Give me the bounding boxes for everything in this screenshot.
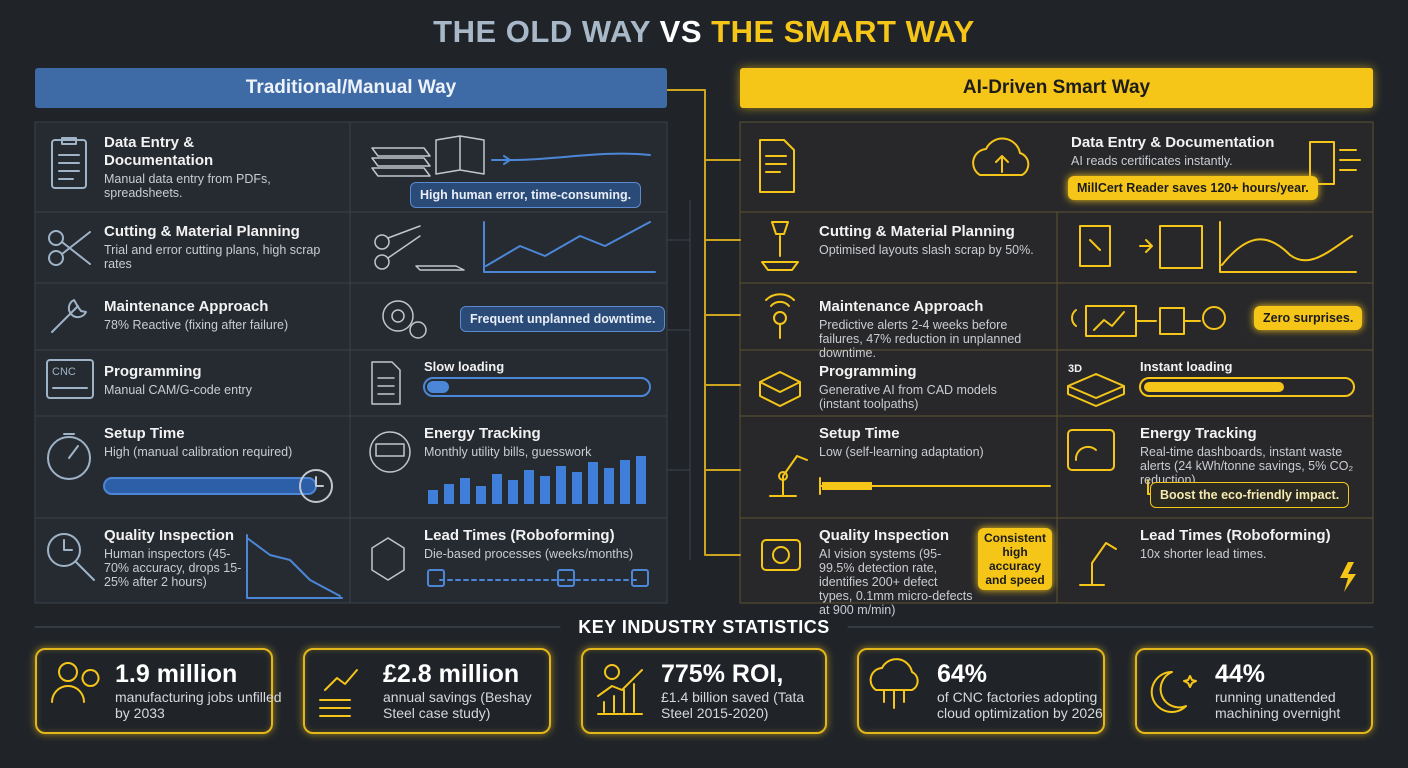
cell-block: Programming Manual CAM/G-code entry: [104, 363, 334, 397]
cell-text: Die-based processes (weeks/months): [424, 547, 634, 561]
cell-text: Predictive alerts 2-4 weeks before failu…: [819, 318, 1022, 360]
cell-title: Lead Times (Roboforming): [424, 527, 615, 544]
cell-block: Cutting & Material Planning Trial and err…: [104, 223, 339, 271]
icon-label: CNC: [52, 366, 76, 378]
cell-block: Lead Times (Roboforming) Die-based proces…: [424, 527, 656, 561]
cell-block: Cutting & Material Planning Optimised lay…: [819, 223, 1049, 257]
right-header: AI-Driven Smart Way: [740, 68, 1373, 108]
stat-value: £2.8 million: [383, 660, 520, 688]
cell-text: Low (self-learning adaptation): [819, 445, 984, 459]
cell-text: Trial and error cutting plans, high scra…: [104, 243, 321, 271]
header-text: AI-Driven Smart Way: [962, 77, 1151, 98]
main-title: THE OLD WAY VS THE SMART WAY: [0, 14, 1408, 50]
cell-text: Manual data entry from PDFs, spreadsheet…: [104, 172, 271, 200]
cell-title: Energy Tracking: [424, 425, 541, 442]
callout: Zero surprises.: [1254, 306, 1363, 330]
stat-body: 775% ROI, £1.4 billion saved (Tata Steel …: [661, 660, 831, 721]
cell-block: Energy Tracking Real-time dashboards, ins…: [1140, 425, 1372, 487]
cell-block: Maintenance Approach 78% Reactive (fixing…: [104, 298, 339, 332]
stat-body: 64% of CNC factories adopting cloud optim…: [937, 660, 1107, 721]
stat-value: 775% ROI,: [661, 660, 784, 688]
cell-title: Programming: [819, 363, 917, 380]
cell-text: Manual CAM/G-code entry: [104, 383, 252, 397]
cell-block: Quality Inspection AI vision systems (95-…: [819, 527, 974, 617]
stat-text: running unattended machining overnight: [1215, 689, 1341, 721]
callout: Instant loading: [1140, 359, 1233, 374]
stat-body: £2.8 million annual savings (Beshay Steel…: [383, 660, 553, 721]
stat-value: 64%: [937, 660, 988, 688]
cell-text: Optimised layouts slash scrap by 50%.: [819, 243, 1034, 257]
cell-title: Quality Inspection: [104, 527, 235, 544]
stat-card: 44% running unattended machining overnigh…: [1135, 648, 1373, 734]
cell-title: Programming: [104, 363, 202, 380]
cell-block: Data Entry & Documentation Manual data en…: [104, 134, 304, 200]
stat-text: of CNC factories adopting cloud optimiza…: [937, 689, 1103, 721]
cell-block: Maintenance Approach Predictive alerts 2-…: [819, 298, 1054, 360]
title-part: THE OLD WAY: [433, 14, 651, 49]
stat-card: 1.9 million manufacturing jobs unfilled b…: [35, 648, 282, 734]
cell-text: Monthly utility bills, guesswork: [424, 445, 592, 459]
cell-text: Real-time dashboards, instant waste aler…: [1140, 445, 1354, 487]
cell-title: Maintenance Approach: [104, 298, 269, 315]
cell-text: High (manual calibration required): [104, 445, 293, 459]
stat-body: 1.9 million manufacturing jobs unfilled b…: [115, 660, 285, 721]
cell-title: Cutting & Material Planning: [819, 223, 1015, 240]
cell-title: Setup Time: [104, 425, 185, 442]
stat-card: 64% of CNC factories adopting cloud optim…: [857, 648, 1105, 734]
stat-text: £1.4 billion saved (Tata Steel 2015-2020…: [661, 689, 805, 721]
stat-text: annual savings (Beshay Steel case study): [383, 689, 532, 721]
stat-value: 44%: [1215, 660, 1266, 688]
cell-block: Data Entry & Documentation AI reads certi…: [1071, 134, 1301, 168]
stat-body: 44% running unattended machining overnigh…: [1215, 660, 1385, 721]
cell-text: 10x shorter lead times.: [1140, 547, 1267, 561]
stats-heading: KEY INDUSTRY STATISTICS: [578, 617, 830, 637]
cell-block: Lead Times (Roboforming) 10x shorter lead…: [1140, 527, 1372, 561]
cell-block: Setup Time High (manual calibration requi…: [104, 425, 339, 459]
header-text: Traditional/Manual Way: [245, 77, 457, 98]
cell-title: Setup Time: [819, 425, 900, 442]
cell-text: Human inspectors (45-70% accuracy, drops…: [104, 547, 242, 589]
cell-title: Data Entry & Documentation: [104, 134, 214, 169]
callout: Consistent high accuracy and speed: [978, 528, 1052, 590]
cell-title: Quality Inspection: [819, 527, 950, 544]
cell-title: Maintenance Approach: [819, 298, 984, 315]
callout: Slow loading: [424, 359, 505, 374]
cell-block: Quality Inspection Human inspectors (45-7…: [104, 527, 244, 589]
stat-value: 1.9 million: [115, 660, 238, 688]
callout: Boost the eco-friendly impact.: [1150, 482, 1350, 508]
cell-block: Setup Time Low (self-learning adaptation): [819, 425, 1049, 459]
cell-block: Programming Generative AI from CAD models…: [819, 363, 1019, 411]
cell-text: AI reads certificates instantly.: [1071, 154, 1233, 168]
stat-text: manufacturing jobs unfilled by 2033: [115, 689, 282, 721]
callout: MillCert Reader saves 120+ hours/year.: [1068, 176, 1318, 200]
cell-title: Data Entry & Documentation: [1071, 134, 1275, 151]
cell-text: AI vision systems (95-99.5% detection ra…: [819, 547, 973, 617]
title-part: THE SMART WAY: [711, 14, 975, 49]
cell-block: Energy Tracking Monthly utility bills, gu…: [424, 425, 656, 459]
callout: High human error, time-consuming.: [410, 182, 642, 208]
left-header: Traditional/Manual Way: [35, 68, 667, 108]
stat-card: £2.8 million annual savings (Beshay Steel…: [303, 648, 551, 734]
cell-title: Cutting & Material Planning: [104, 223, 300, 240]
callout: Frequent unplanned downtime.: [460, 306, 666, 332]
cell-title: Energy Tracking: [1140, 425, 1257, 442]
stat-card: 775% ROI, £1.4 billion saved (Tata Steel …: [581, 648, 827, 734]
cell-title: Lead Times (Roboforming): [1140, 527, 1331, 544]
title-part: VS: [659, 14, 703, 49]
cell-text: Generative AI from CAD models (instant t…: [819, 383, 997, 411]
cell-text: 78% Reactive (fixing after failure): [104, 318, 289, 332]
callout: 3D: [1068, 363, 1083, 375]
